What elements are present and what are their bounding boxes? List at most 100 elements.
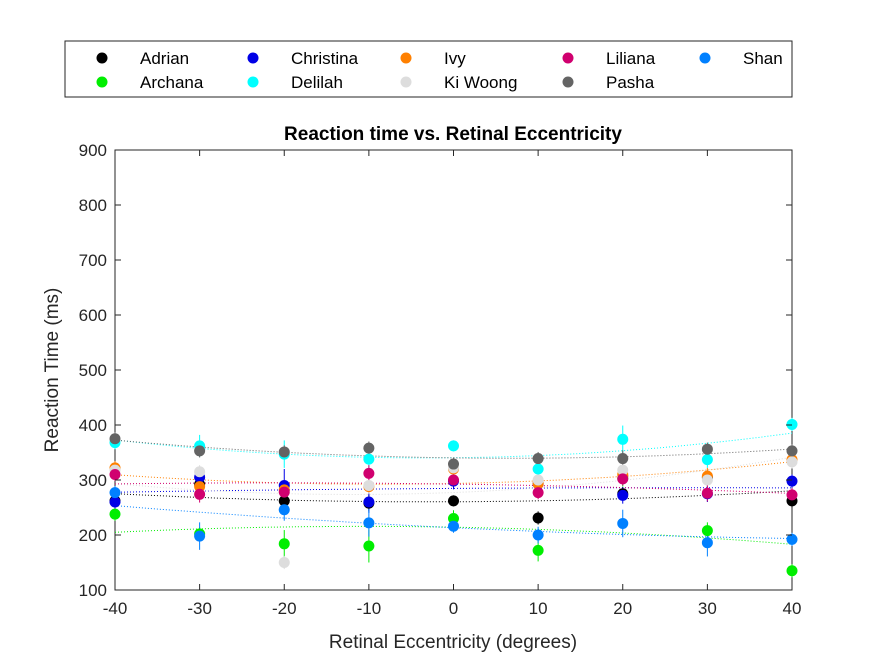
axes: -40 -30 -20 -10 0 10 20 30 40 100 200 300 400 500 600 7… [79,141,802,618]
data-point-ki-woong [363,480,375,491]
x-axis-label: Retinal Eccentricity (degrees) [329,632,577,653]
data-point-christina [363,496,375,508]
data-point-ki-woong [278,557,290,568]
legend-label: Shan [743,49,783,68]
data-points [109,418,798,577]
data-point-ki-woong [194,466,206,478]
data-point-liliana [109,469,121,480]
data-point-liliana [278,486,290,498]
data-point-pasha [363,442,375,454]
data-point-pasha [194,445,206,457]
x-tick-label: 10 [529,599,548,618]
y-tick-label: 500 [79,361,107,380]
data-point-ki-woong [786,456,798,468]
y-tick-label: 700 [79,251,107,270]
trendline-archana [114,525,793,545]
legend-marker-archana [96,76,108,88]
data-point-shan [278,504,290,516]
data-point-shan [617,517,629,529]
legend-marker-delilah [247,76,259,88]
legend-label: Ki Woong [444,73,517,92]
data-point-pasha [448,458,459,470]
data-point-christina [786,475,798,487]
x-tick-label: 20 [613,599,632,618]
x-tick-label: -30 [187,599,212,618]
data-point-shan [448,520,459,532]
data-point-pasha [532,453,544,465]
trendline-adrian [114,490,793,503]
data-point-shan [532,529,544,541]
y-tick-label: 400 [79,416,107,435]
data-point-shan [109,487,121,499]
y-tick-label: 300 [79,471,107,490]
x-tick-label: 0 [449,599,458,618]
data-point-archana [701,525,713,537]
x-tick-label: 40 [783,599,802,618]
data-point-delilah [363,453,375,465]
x-tick-label: -10 [357,599,382,618]
data-point-shan [786,533,798,545]
y-axis-label: Reaction Time (ms) [42,288,63,453]
chart-title: Reaction time vs. Retinal Eccentricity [284,124,622,145]
data-point-liliana [194,488,206,500]
legend-label: Adrian [140,49,189,68]
legend-marker-shan [699,52,711,64]
data-point-shan [194,530,206,542]
data-point-delilah [786,418,798,430]
data-point-archana [786,565,798,577]
y-tick-label: 800 [79,196,107,215]
data-point-delilah [701,454,713,466]
legend-label: Christina [291,49,359,68]
data-point-adrian [532,512,544,524]
data-point-delilah [532,463,544,475]
data-point-liliana [701,487,713,499]
legend-label: Pasha [606,73,655,92]
data-point-ivy [194,481,206,493]
legend-label: Archana [140,73,204,92]
legend-label: Delilah [291,73,343,92]
data-point-shan [363,517,375,529]
y-tick-label: 200 [79,526,107,545]
x-tick-label: 30 [698,599,717,618]
data-point-archana [448,513,459,524]
data-point-archana [363,540,375,552]
legend-label: Liliana [606,49,656,68]
x-tick-label: -40 [103,599,128,618]
legend-marker-ki-woong [400,76,412,88]
data-point-delilah [617,433,629,445]
legend-marker-adrian [96,52,108,64]
legend-label: Ivy [444,49,466,68]
legend-marker-pasha [562,76,574,88]
y-tick-label: 600 [79,306,107,325]
y-tick-label: 900 [79,141,107,160]
legend-marker-ivy [400,52,412,64]
data-point-archana [278,538,290,550]
data-point-adrian [278,495,290,507]
trendline-ivy [114,461,793,485]
legend-marker-christina [247,52,259,64]
data-point-liliana [363,467,375,479]
x-tick-label: -20 [272,599,297,618]
data-point-pasha [786,445,798,457]
data-point-pasha [109,433,121,445]
data-point-liliana [617,473,629,485]
data-point-adrian [448,495,459,507]
data-point-liliana [448,474,459,486]
trendline-christina [114,487,792,493]
data-point-pasha [278,446,290,458]
data-point-archana [109,508,121,520]
data-point-delilah [448,440,459,452]
data-point-archana [532,544,544,556]
legend-marker-liliana [562,52,574,64]
data-point-christina [109,496,121,508]
data-point-pasha [617,453,629,465]
data-point-ki-woong [701,474,713,486]
data-point-christina [617,489,629,501]
data-point-ki-woong [532,474,544,486]
data-point-ki-woong [617,464,629,476]
data-point-liliana [786,489,798,501]
data-point-shan [701,537,713,549]
y-tick-label: 100 [79,581,107,600]
data-point-pasha [701,443,713,455]
